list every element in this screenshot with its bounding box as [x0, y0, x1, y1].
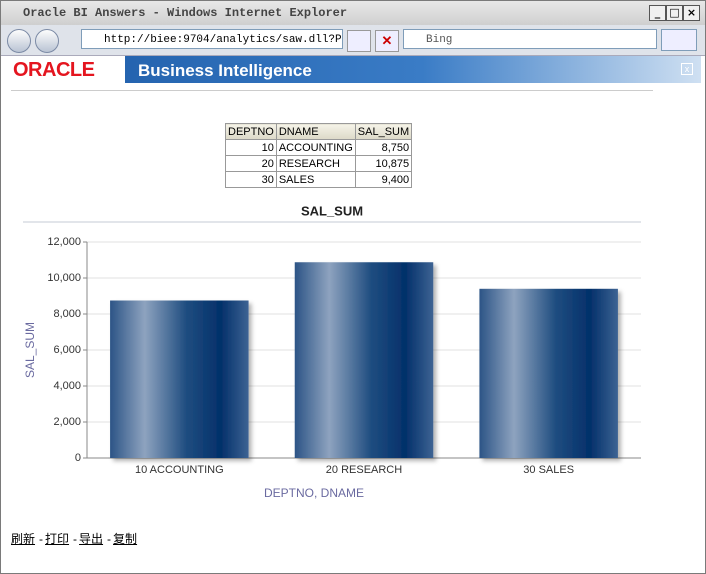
close-button[interactable]: ×	[683, 5, 700, 21]
search-box[interactable]: Bing	[403, 29, 657, 49]
refresh-button[interactable]	[347, 30, 371, 52]
y-axis-label: SAL_SUM	[23, 322, 37, 378]
bar	[294, 262, 434, 458]
x-tick-label: 30 SALES	[523, 464, 574, 476]
back-button[interactable]	[7, 29, 31, 53]
table-cell: 10,875	[354, 155, 413, 172]
column-header: SAL_SUM	[354, 123, 413, 140]
table-row: 20 RESEARCH 10,875	[225, 155, 413, 172]
address-bar[interactable]: http://biee:9704/analytics/saw.dll?Pr	[81, 29, 343, 49]
x-axis-label: DEPTNO, DNAME	[264, 486, 364, 500]
window-title: Oracle BI Answers - Windows Internet Exp…	[23, 6, 348, 20]
bar	[110, 300, 249, 458]
column-header: DNAME	[275, 123, 356, 140]
table-cell: ACCOUNTING	[275, 139, 356, 156]
table-cell: SALES	[275, 171, 356, 188]
action-link[interactable]: 复制	[113, 532, 138, 546]
separator: -	[107, 532, 112, 546]
header-row: DEPTNO DNAME SAL_SUM	[225, 123, 413, 140]
stop-button[interactable]: ✕	[375, 30, 399, 52]
close-panel[interactable]: x	[681, 63, 693, 75]
table-cell: RESEARCH	[275, 155, 356, 172]
separator: -	[39, 532, 44, 546]
table-cell: 9,400	[354, 171, 413, 188]
brand-logo: ORACLE	[13, 59, 95, 81]
y-tick-label: 10,000	[47, 272, 81, 284]
brand-logo-area	[5, 56, 125, 83]
table-row: 30 SALES 9,400	[225, 171, 413, 188]
y-tick-label: 4,000	[53, 380, 81, 392]
bar	[479, 288, 618, 458]
title-bar	[1, 1, 705, 25]
minimize-button[interactable]: _	[649, 5, 666, 21]
y-tick-label: 6,000	[53, 344, 81, 356]
nav-bar: http://biee:9704/analytics/saw.dll?Pr ✕ …	[1, 25, 705, 56]
chart: SAL_SUM DEPTNO, DNAME SAL_SUM 0 2,000 4,00…	[23, 203, 641, 500]
x-tick-label: 10 ACCOUNTING	[135, 464, 224, 476]
table-cell: 10	[225, 139, 277, 156]
product-name: Business Intelligence	[138, 61, 312, 80]
y-tick-label: 2,000	[53, 416, 81, 428]
table-cell: 8,750	[354, 139, 413, 156]
table-cell: 20	[225, 155, 277, 172]
forward-button[interactable]	[35, 29, 59, 53]
divider	[11, 90, 653, 91]
table-cell: 30	[225, 171, 277, 188]
column-header: DEPTNO	[225, 123, 277, 140]
chart-title: SAL_SUM	[301, 203, 363, 218]
maximize-button[interactable]: □	[666, 5, 683, 21]
search-button[interactable]	[661, 29, 697, 51]
action-link[interactable]: 刷新	[11, 532, 36, 546]
y-tick-label: 8,000	[53, 308, 81, 320]
y-tick-label: 12,000	[47, 236, 81, 248]
action-links: 刷新 - 打印 - 导出 - 复制	[11, 530, 137, 547]
x-tick-label: 20 RESEARCH	[326, 464, 402, 476]
table-row: 10 ACCOUNTING 8,750	[225, 139, 413, 156]
action-link[interactable]: 导出	[79, 532, 104, 546]
action-link[interactable]: 打印	[45, 532, 70, 546]
y-tick-label: 0	[75, 452, 81, 464]
separator: -	[73, 532, 78, 546]
result-table: DEPTNO DNAME SAL_SUM 10 ACCOUNTING 8,750 20 RES…	[225, 123, 413, 188]
